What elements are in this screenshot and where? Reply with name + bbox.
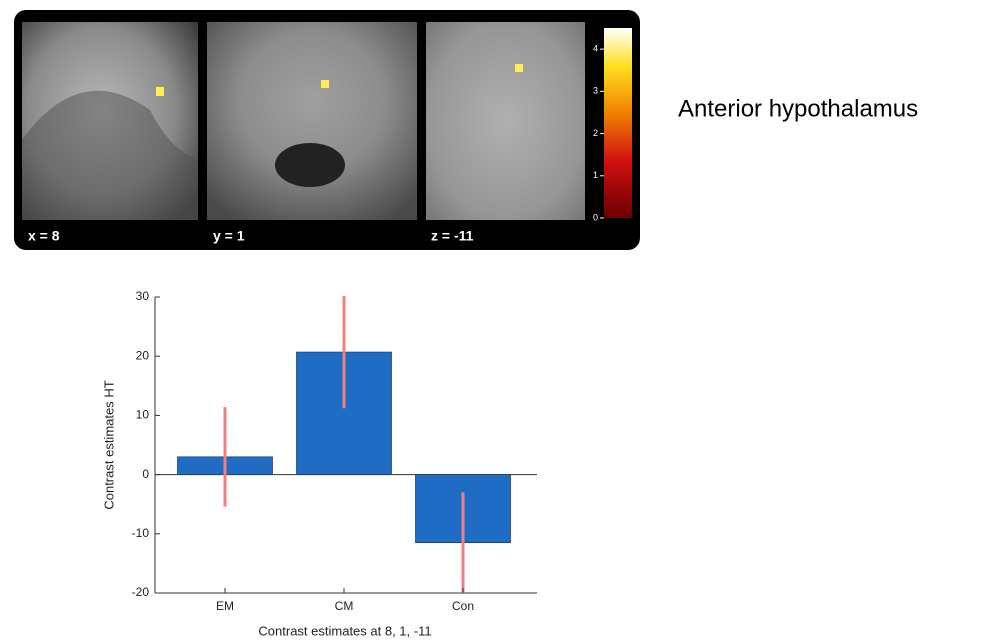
colorbar <box>604 28 632 218</box>
x-tick-label: CM <box>335 599 354 613</box>
colorbar-tick-label: 4 <box>593 43 598 53</box>
y-tick-label: -20 <box>132 585 150 599</box>
activation-blob <box>515 64 523 72</box>
y-tick-label: 20 <box>136 348 150 362</box>
x-tick-label: Con <box>452 599 474 613</box>
y-tick-label: 10 <box>136 408 150 422</box>
brain-slice <box>426 22 585 220</box>
brain-shade <box>275 143 345 187</box>
figure: x = 8 y = 1 z = -11 Anterior hypothalamu… <box>0 0 995 641</box>
slice-label: z = -11 <box>431 228 474 244</box>
colorbar-tick-label: 3 <box>593 86 598 96</box>
region-label: Anterior hypothalamus <box>678 95 918 122</box>
x-tick-label: EM <box>216 599 234 613</box>
slice-label: y = 1 <box>213 228 245 244</box>
slice-label: x = 8 <box>28 228 60 244</box>
y-axis-label: Contrast estimates HT <box>101 380 116 509</box>
activation-blob <box>321 80 329 88</box>
x-axis-label: Contrast estimates at 8, 1, -11 <box>258 623 431 638</box>
colorbar-tick-label: 0 <box>593 212 598 222</box>
y-tick-label: 0 <box>142 467 149 481</box>
brain-slice <box>207 22 417 220</box>
activation-blob <box>156 87 164 96</box>
y-tick-label: -10 <box>132 526 150 540</box>
colorbar-tick-label: 2 <box>593 128 598 138</box>
colorbar-tick-label: 1 <box>593 170 598 180</box>
y-tick-label: 30 <box>136 289 150 303</box>
